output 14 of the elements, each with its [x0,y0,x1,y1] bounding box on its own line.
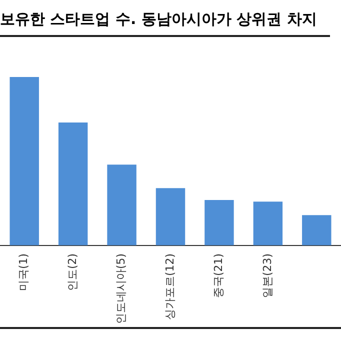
x-tick-label: 인도네시아(5) [114,253,128,324]
bar [156,188,186,246]
bar [253,202,283,246]
bar [10,77,39,246]
bar [107,164,136,246]
bar [302,215,332,246]
bar [204,200,234,246]
bar [58,122,88,246]
x-tick-label: 싱가포르(12) [163,253,176,320]
x-tick-label: 인도(2) [66,253,79,292]
x-tick-label: 중국(21) [212,253,226,298]
x-tick-label: 미국(1) [17,253,30,292]
chart-title: 보유한 스타트업 수. 동남아시아가 상위권 차지 [0,0,330,37]
x-tick-label: 일본(23) [260,253,274,298]
